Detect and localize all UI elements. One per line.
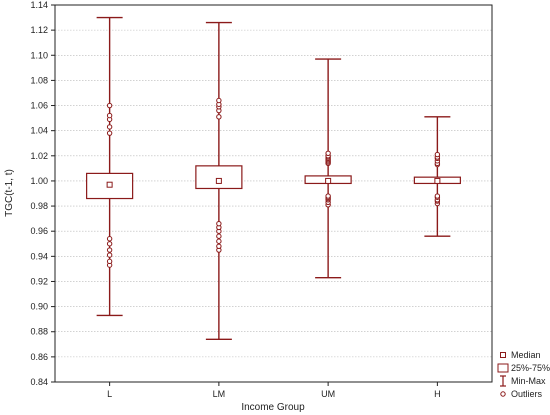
outlier-point bbox=[106, 130, 113, 136]
outlier-point bbox=[434, 193, 441, 199]
legend-item-minmax: Min-Max bbox=[500, 375, 546, 387]
y-tick-label: 0.86 bbox=[30, 352, 48, 362]
legend-label: Outliers bbox=[511, 389, 543, 399]
y-tick-label: 1.02 bbox=[30, 151, 48, 161]
outlier-point bbox=[325, 193, 331, 199]
y-tick-label: 0.88 bbox=[30, 327, 48, 337]
plot-frame bbox=[54, 4, 493, 383]
legend-item-outliers: Outliers bbox=[500, 389, 543, 399]
y-tick-label: 1.14 bbox=[30, 0, 48, 10]
outlier-point bbox=[106, 236, 113, 242]
legend: Median 25%-75% Min-Max Outliers bbox=[497, 350, 550, 399]
x-tick-label: L bbox=[107, 389, 112, 399]
outlier-point bbox=[216, 97, 222, 104]
median-marker bbox=[325, 177, 332, 184]
outlier-point bbox=[216, 233, 222, 239]
outlier-point bbox=[216, 243, 222, 249]
y-tick-label: 0.90 bbox=[30, 302, 48, 312]
median-marker bbox=[434, 177, 441, 184]
y-tick-label: 1.04 bbox=[30, 126, 48, 136]
y-axis-ticks: 0.84 0.86 0.88 0.90 0.92 0.94 0.96 0.98 1.00 1.02… bbox=[30, 0, 55, 387]
y-tick-label: 1.10 bbox=[30, 50, 48, 60]
y-tick-label: 1.12 bbox=[30, 25, 48, 35]
outlier-point bbox=[106, 252, 113, 258]
x-axis-ticks: L LM UM H bbox=[107, 382, 441, 399]
y-tick-label: 1.06 bbox=[30, 101, 48, 111]
outlier-point bbox=[106, 124, 113, 130]
box-l bbox=[86, 16, 134, 317]
x-tick-label: H bbox=[434, 389, 441, 399]
y-tick-label: 0.94 bbox=[30, 251, 48, 261]
legend-label: 25%-75% bbox=[511, 363, 550, 373]
outlier-point bbox=[434, 151, 441, 158]
legend-item-iqr: 25%-75% bbox=[497, 363, 550, 373]
outlier-point bbox=[325, 150, 331, 156]
median-marker bbox=[215, 177, 222, 184]
box-lm bbox=[195, 21, 243, 340]
y-tick-label: 0.84 bbox=[30, 377, 48, 387]
outlier-point bbox=[216, 220, 222, 227]
legend-label: Min-Max bbox=[511, 376, 546, 386]
legend-median-icon bbox=[500, 352, 506, 358]
outlier-point bbox=[106, 258, 113, 265]
x-axis-label: Income Group bbox=[241, 402, 305, 413]
legend-box-icon bbox=[497, 363, 509, 373]
outlier-point bbox=[106, 241, 113, 247]
outlier-point bbox=[216, 114, 222, 120]
outlier-point bbox=[106, 102, 113, 109]
box-um bbox=[304, 58, 352, 279]
outlier-point bbox=[106, 112, 113, 119]
legend-label: Median bbox=[511, 350, 541, 360]
outlier-point bbox=[216, 238, 222, 244]
median-marker bbox=[106, 181, 113, 188]
iqr-box bbox=[195, 165, 243, 190]
y-tick-label: 0.92 bbox=[30, 276, 48, 286]
legend-outlier-icon bbox=[500, 391, 506, 397]
y-tick-label: 1.00 bbox=[30, 176, 48, 186]
boxes bbox=[86, 16, 461, 340]
x-tick-label: UM bbox=[321, 389, 335, 399]
box-h bbox=[413, 116, 461, 237]
legend-item-median: Median bbox=[500, 350, 541, 360]
y-tick-label: 0.96 bbox=[30, 226, 48, 236]
y-tick-label: 0.98 bbox=[30, 201, 48, 211]
y-tick-label: 1.08 bbox=[30, 75, 48, 85]
y-axis-label: TGC(t-1, t) bbox=[4, 169, 15, 217]
x-tick-label: LM bbox=[213, 389, 226, 399]
outlier-point bbox=[106, 247, 113, 253]
